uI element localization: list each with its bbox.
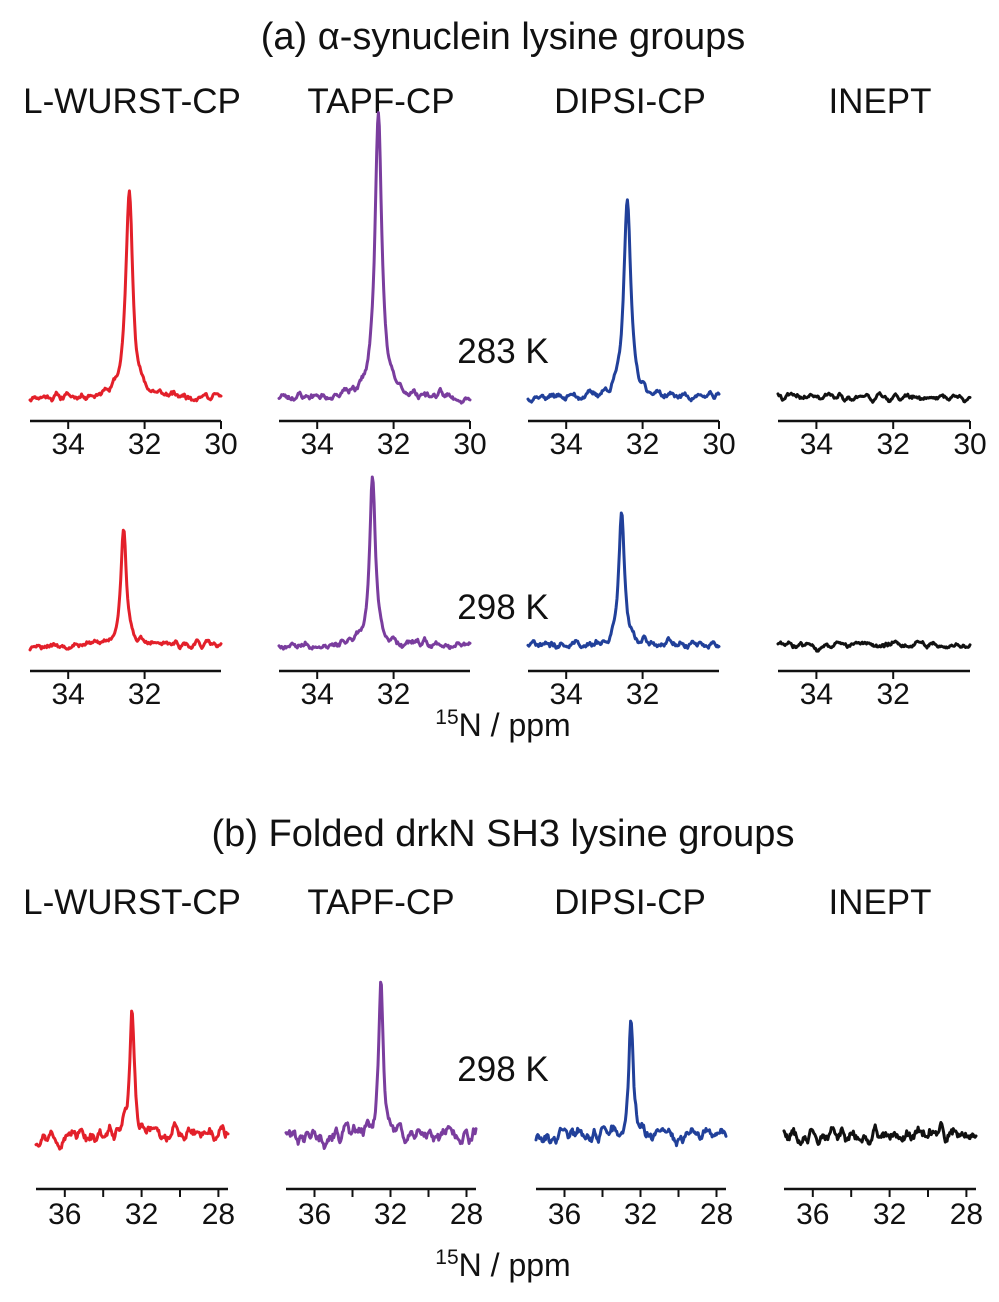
panel-a-row2-dipsi-cp-tick-label-32: 32 bbox=[626, 678, 659, 711]
panel-a-temp-298: 298 K bbox=[457, 588, 548, 627]
panel-a-row1-tapf-cp-spectrum bbox=[277, 111, 472, 405]
panel-b-row1-inept-spectrum bbox=[782, 1121, 978, 1146]
panel-a-x-axis-label-main: N / ppm bbox=[459, 707, 571, 743]
panel-b-method-tapf: TAPF-CP bbox=[307, 883, 454, 922]
panel-b-row1-tapf-cp-tick-label-28: 28 bbox=[450, 1198, 483, 1231]
panel-b-title: (b) Folded drkN SH3 lysine groups bbox=[212, 813, 795, 855]
panel-a-row2-inept-spectrum bbox=[776, 639, 972, 653]
panel-b-row1-l-wurst-cp-tick-label-36: 36 bbox=[48, 1198, 81, 1231]
panel-a-row1-tapf-cp-tick-label-30: 30 bbox=[453, 428, 486, 461]
panel-a-row1-inept-tick-label-32: 32 bbox=[877, 428, 910, 461]
panel-a-method-inept: INEPT bbox=[828, 82, 931, 121]
panel-b-temp-298: 298 K bbox=[457, 1050, 548, 1089]
panel-b-row1-tapf-cp-tick-label-36: 36 bbox=[298, 1198, 331, 1231]
panel-b-method-dipsi: DIPSI-CP bbox=[554, 883, 706, 922]
panel-a-row2-dipsi-cp-tick-label-34: 34 bbox=[550, 678, 583, 711]
panel-a-row2-l-wurst-cp-spectrum bbox=[28, 528, 223, 652]
panel-b-x-axis-label-sup: 15 bbox=[435, 1246, 458, 1269]
figure-text-layer: (a) α-synuclein lysine groups L-WURST-CP… bbox=[23, 16, 931, 1283]
panel-b-row1-dipsi-cp-tick-label-28: 28 bbox=[700, 1198, 733, 1231]
panel-b-row1-tapf-cp-spectrum bbox=[284, 980, 478, 1150]
panel-a-row1-l-wurst-cp-tick-label-30: 30 bbox=[204, 428, 237, 461]
panel-a-method-l-wurst: L-WURST-CP bbox=[23, 82, 241, 121]
panel-a-row1-dipsi-cp-tick-label-32: 32 bbox=[626, 428, 659, 461]
panel-a-x-axis-label-sup: 15 bbox=[435, 706, 458, 729]
panel-b-x-axis-label: 15N / ppm bbox=[435, 1246, 570, 1283]
panel-a-row2-inept-tick-label-32: 32 bbox=[877, 678, 910, 711]
panel-a-row1-l-wurst-cp-spectrum bbox=[28, 189, 223, 403]
panel-b-row1-inept-tick-label-28: 28 bbox=[950, 1198, 983, 1231]
panel-a-row2-l-wurst-cp-tick-label-34: 34 bbox=[52, 678, 85, 711]
panel-b-method-l-wurst: L-WURST-CP bbox=[23, 883, 241, 922]
panel-a-temp-283: 283 K bbox=[457, 332, 548, 371]
panel-b-row1-dipsi-cp-spectrum bbox=[534, 1019, 728, 1148]
panel-a-row1-dipsi-cp-spectrum bbox=[526, 198, 721, 404]
panel-a-row2-dipsi-cp-spectrum bbox=[526, 511, 721, 650]
panel-a-method-tapf: TAPF-CP bbox=[307, 82, 454, 121]
panel-a-row1-l-wurst-cp-tick-label-34: 34 bbox=[52, 428, 85, 461]
panel-a-row2-tapf-cp-tick-label-32: 32 bbox=[377, 678, 410, 711]
panel-a-row1-l-wurst-cp-tick-label-32: 32 bbox=[128, 428, 161, 461]
panel-a-method-dipsi: DIPSI-CP bbox=[554, 82, 706, 121]
panel-b-x-axis-label-main: N / ppm bbox=[459, 1247, 571, 1283]
panel-a-row2-l-wurst-cp-tick-label-32: 32 bbox=[128, 678, 161, 711]
panel-b-row1-inept-tick-label-36: 36 bbox=[796, 1198, 829, 1231]
panel-a-row1-inept-tick-label-30: 30 bbox=[953, 428, 986, 461]
panel-b-method-inept: INEPT bbox=[828, 883, 931, 922]
panel-a-row2-tapf-cp-spectrum bbox=[277, 475, 472, 651]
panel-b-row1-l-wurst-cp-tick-label-28: 28 bbox=[202, 1198, 235, 1231]
spectra-layer: 34 32 30 34 32 30 34 32 30 34 32 30 34 32 34 32 34 32 34 32… bbox=[28, 111, 987, 1231]
panel-a-row2-inept-tick-label-34: 34 bbox=[800, 678, 833, 711]
panel-b-row1-l-wurst-cp-spectrum bbox=[34, 1009, 230, 1151]
panel-a-row1-dipsi-cp-tick-label-34: 34 bbox=[550, 428, 583, 461]
panel-a-row1-inept-tick-label-34: 34 bbox=[800, 428, 833, 461]
panel-b-row1-inept-tick-label-32: 32 bbox=[873, 1198, 906, 1231]
panel-a-row2-tapf-cp-tick-label-34: 34 bbox=[301, 678, 334, 711]
panel-a-title: (a) α-synuclein lysine groups bbox=[261, 16, 746, 58]
panel-b-row1-tapf-cp-tick-label-32: 32 bbox=[374, 1198, 407, 1231]
panel-b-row1-l-wurst-cp-tick-label-32: 32 bbox=[125, 1198, 158, 1231]
panel-b-row1-dipsi-cp-tick-label-32: 32 bbox=[624, 1198, 657, 1231]
panel-a-row1-dipsi-cp-tick-label-30: 30 bbox=[702, 428, 735, 461]
panel-a-x-axis-label: 15N / ppm bbox=[435, 706, 570, 743]
panel-a-row1-tapf-cp-tick-label-32: 32 bbox=[377, 428, 410, 461]
panel-a-row1-tapf-cp-tick-label-34: 34 bbox=[301, 428, 334, 461]
panel-a-row1-inept-spectrum bbox=[776, 391, 972, 404]
panel-b-row1-dipsi-cp-tick-label-36: 36 bbox=[548, 1198, 581, 1231]
